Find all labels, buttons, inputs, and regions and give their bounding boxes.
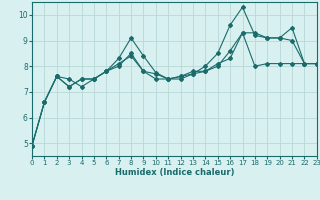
X-axis label: Humidex (Indice chaleur): Humidex (Indice chaleur) — [115, 168, 234, 177]
